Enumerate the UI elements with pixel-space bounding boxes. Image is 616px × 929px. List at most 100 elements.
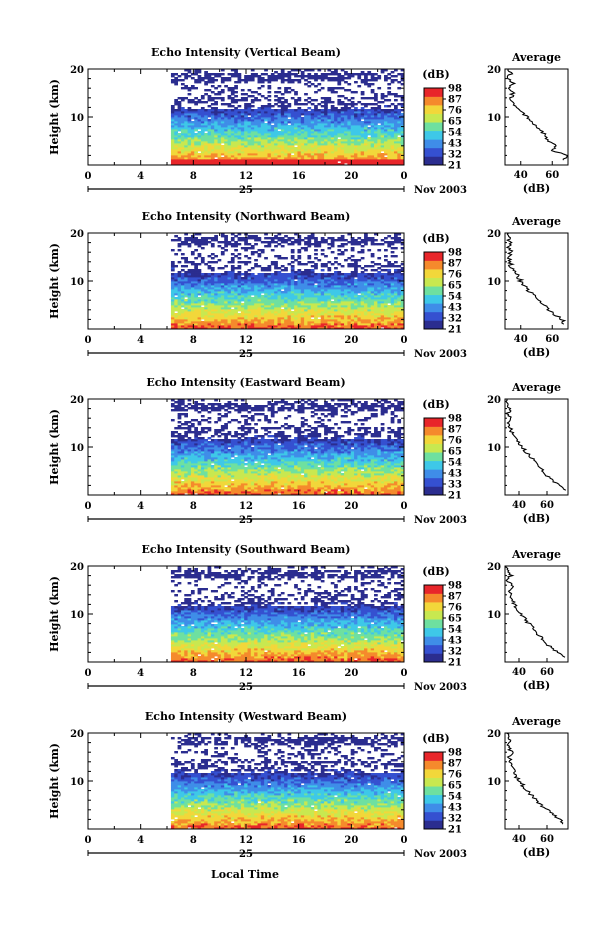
heatmap-cell	[307, 269, 312, 272]
heatmap-cell	[187, 119, 192, 122]
heatmap-cell	[184, 125, 188, 128]
x-tick-label: 16	[292, 171, 306, 182]
heatmap-cell	[327, 111, 332, 114]
heatmap-cell	[377, 267, 382, 270]
heatmap-cell	[284, 131, 288, 134]
heatmap-cell	[280, 121, 285, 124]
heatmap-cell	[327, 109, 332, 112]
heatmap-cell	[250, 297, 255, 300]
heatmap-cell	[287, 243, 292, 246]
heatmap-cell	[334, 151, 338, 154]
heatmap-cell	[320, 269, 325, 272]
heatmap-cell	[210, 99, 215, 102]
heatmap-cell	[397, 125, 402, 128]
heatmap-cell	[174, 135, 179, 138]
heatmap-cell	[197, 147, 202, 150]
x-tick-label: 8	[190, 171, 197, 182]
heatmap-cell	[190, 145, 195, 148]
heatmap-cell	[264, 159, 268, 162]
heatmap-cell	[170, 141, 175, 144]
heatmap-cell	[224, 79, 228, 82]
heatmap-cell	[180, 111, 185, 114]
heatmap-cell	[384, 139, 388, 142]
heatmap-cell	[264, 137, 268, 140]
heatmap-cell	[310, 161, 315, 164]
heatmap-cell	[340, 265, 345, 268]
heatmap-cell	[284, 107, 288, 110]
heatmap-cell	[307, 145, 312, 148]
heatmap-cell	[254, 259, 258, 262]
heatmap-cell	[250, 75, 255, 78]
heatmap-cell	[240, 153, 245, 156]
heatmap-cell	[177, 103, 182, 106]
heatmap-cell	[344, 239, 348, 242]
heatmap-cell	[254, 137, 258, 140]
heatmap-cell	[170, 145, 175, 148]
heatmap-cell	[220, 161, 225, 164]
heatmap-cell	[174, 297, 179, 300]
heatmap-cell	[217, 245, 222, 248]
heatmap-cell	[250, 153, 255, 156]
heatmap-cell	[380, 135, 385, 138]
heatmap-cell	[177, 127, 182, 130]
heatmap-cell	[267, 115, 272, 118]
heatmap-cell	[310, 117, 315, 120]
heatmap-cell	[357, 273, 362, 276]
heatmap-cell	[210, 91, 215, 94]
heatmap-cell	[330, 161, 335, 164]
heatmap-cell	[247, 155, 252, 158]
heatmap-cell	[344, 137, 348, 140]
heatmap-cell	[224, 123, 228, 126]
heatmap-cell	[310, 269, 315, 272]
heatmap-cell	[187, 145, 192, 148]
heatmap-cell	[334, 121, 338, 124]
heatmap-cell	[297, 135, 302, 138]
heatmap-cell	[214, 97, 218, 100]
heatmap-cell	[394, 145, 398, 148]
heatmap-cell	[247, 161, 252, 164]
heatmap-cell	[337, 83, 342, 86]
heatmap-cell	[220, 121, 225, 124]
heatmap-cell	[220, 69, 225, 72]
heatmap-cell	[297, 69, 302, 72]
heatmap-cell	[380, 119, 385, 122]
heatmap-cell	[357, 161, 362, 164]
heatmap-cell	[237, 243, 242, 246]
heatmap-cell	[194, 79, 198, 82]
heatmap-cell	[227, 97, 232, 100]
heatmap-cell	[197, 157, 202, 160]
heatmap-cell	[337, 121, 342, 124]
heatmap-cell	[344, 153, 348, 156]
heatmap-cell	[310, 143, 315, 146]
heatmap-cell	[230, 141, 235, 144]
heatmap-cell	[390, 143, 395, 146]
heatmap-cell	[307, 97, 312, 100]
heatmap-cell	[230, 119, 235, 122]
heatmap-cell	[174, 153, 179, 156]
heatmap-cell	[207, 127, 212, 130]
heatmap-cell	[274, 91, 278, 94]
heatmap-cell	[387, 161, 392, 164]
heatmap-cell	[204, 73, 208, 76]
heatmap-cell	[360, 133, 365, 136]
heatmap-cell	[384, 119, 388, 122]
heatmap-cell	[304, 145, 308, 148]
heatmap-cell	[210, 155, 215, 158]
heatmap-cell	[274, 127, 278, 130]
heatmap-cell	[257, 237, 262, 240]
heatmap-cell	[280, 133, 285, 136]
heatmap-cell	[227, 125, 232, 128]
heatmap-cell	[290, 131, 295, 134]
heatmap-cell	[337, 129, 342, 132]
heatmap-cell	[260, 107, 265, 110]
heatmap-cell	[214, 109, 218, 112]
heatmap-cell	[387, 117, 392, 120]
heatmap-cell	[237, 75, 242, 78]
heatmap-cell	[294, 139, 298, 142]
heatmap-cell	[350, 145, 355, 148]
heatmap-cell	[210, 157, 215, 160]
heatmap-cell	[187, 269, 192, 272]
heatmap-cell	[340, 151, 345, 154]
heatmap-cell	[207, 143, 212, 146]
heatmap-cell	[260, 121, 265, 124]
